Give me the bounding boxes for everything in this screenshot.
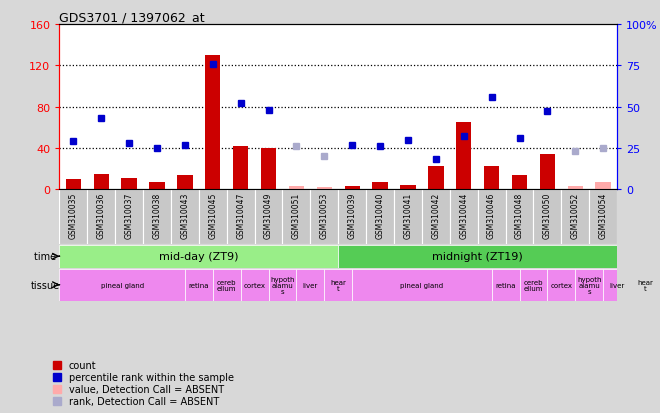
FancyBboxPatch shape	[324, 269, 352, 301]
Bar	[233, 147, 248, 190]
FancyBboxPatch shape	[310, 190, 338, 244]
Text: hear
t: hear t	[330, 279, 346, 291]
FancyBboxPatch shape	[282, 190, 310, 244]
FancyBboxPatch shape	[296, 269, 324, 301]
Text: GSM310049: GSM310049	[264, 192, 273, 239]
FancyBboxPatch shape	[450, 190, 478, 244]
Text: GSM310052: GSM310052	[571, 192, 579, 239]
FancyBboxPatch shape	[394, 190, 422, 244]
FancyBboxPatch shape	[561, 190, 589, 244]
FancyBboxPatch shape	[185, 269, 213, 301]
Text: cortex: cortex	[244, 282, 265, 288]
Bar	[261, 149, 276, 190]
FancyBboxPatch shape	[59, 190, 87, 244]
Bar	[595, 183, 611, 190]
Text: hear
t: hear t	[637, 279, 653, 291]
Bar	[345, 187, 360, 190]
Text: GSM310041: GSM310041	[403, 192, 412, 239]
Bar	[121, 178, 137, 190]
Text: liver: liver	[303, 282, 318, 288]
Text: retina: retina	[189, 282, 209, 288]
FancyBboxPatch shape	[241, 269, 269, 301]
FancyBboxPatch shape	[213, 269, 241, 301]
Text: pineal gland: pineal gland	[401, 282, 444, 288]
Bar	[317, 188, 332, 190]
Text: GSM310042: GSM310042	[432, 192, 440, 239]
Text: GSM310044: GSM310044	[459, 192, 468, 239]
Text: GSM310053: GSM310053	[320, 192, 329, 239]
Text: pineal gland: pineal gland	[100, 282, 144, 288]
FancyBboxPatch shape	[366, 190, 394, 244]
FancyBboxPatch shape	[255, 190, 282, 244]
Bar	[428, 167, 444, 190]
Text: GSM310050: GSM310050	[543, 192, 552, 239]
Text: cereb
ellum: cereb ellum	[523, 279, 543, 291]
FancyBboxPatch shape	[338, 245, 617, 268]
Text: time: time	[34, 252, 59, 261]
Bar	[149, 183, 164, 190]
FancyBboxPatch shape	[338, 190, 366, 244]
FancyBboxPatch shape	[533, 190, 561, 244]
FancyBboxPatch shape	[603, 269, 631, 301]
Text: hypoth
alamu
s: hypoth alamu s	[270, 276, 295, 294]
Bar	[178, 175, 193, 190]
FancyBboxPatch shape	[87, 190, 116, 244]
Bar	[401, 185, 416, 190]
Text: GSM310047: GSM310047	[236, 192, 245, 239]
FancyBboxPatch shape	[576, 269, 603, 301]
Bar	[205, 56, 220, 190]
Legend: count, percentile rank within the sample, value, Detection Call = ABSENT, rank, : count, percentile rank within the sample…	[51, 358, 236, 408]
FancyBboxPatch shape	[227, 190, 255, 244]
Bar	[372, 183, 387, 190]
FancyBboxPatch shape	[492, 269, 519, 301]
Text: GSM310039: GSM310039	[348, 192, 356, 239]
Bar	[289, 187, 304, 190]
Text: GSM310043: GSM310043	[180, 192, 189, 239]
Bar	[94, 174, 109, 190]
Bar	[512, 175, 527, 190]
Text: GSM310048: GSM310048	[515, 192, 524, 239]
Text: GDS3701 / 1397062_at: GDS3701 / 1397062_at	[59, 11, 205, 24]
FancyBboxPatch shape	[547, 269, 576, 301]
Bar	[568, 187, 583, 190]
Text: GSM310035: GSM310035	[69, 192, 78, 239]
FancyBboxPatch shape	[171, 190, 199, 244]
Text: GSM310051: GSM310051	[292, 192, 301, 239]
Text: GSM310046: GSM310046	[487, 192, 496, 239]
FancyBboxPatch shape	[506, 190, 533, 244]
Text: GSM310045: GSM310045	[209, 192, 217, 239]
Text: mid-day (ZT9): mid-day (ZT9)	[159, 252, 238, 261]
FancyBboxPatch shape	[478, 190, 506, 244]
FancyBboxPatch shape	[269, 269, 296, 301]
Text: tissue: tissue	[30, 280, 59, 290]
Bar	[540, 154, 555, 190]
FancyBboxPatch shape	[631, 269, 659, 301]
Bar	[456, 123, 471, 190]
FancyBboxPatch shape	[59, 269, 185, 301]
Text: GSM310054: GSM310054	[599, 192, 608, 239]
Text: GSM310036: GSM310036	[97, 192, 106, 239]
Text: midnight (ZT19): midnight (ZT19)	[432, 252, 523, 261]
Bar	[484, 167, 499, 190]
Text: GSM310037: GSM310037	[125, 192, 133, 239]
Bar	[66, 179, 81, 190]
Text: cereb
ellum: cereb ellum	[217, 279, 236, 291]
FancyBboxPatch shape	[352, 269, 492, 301]
FancyBboxPatch shape	[519, 269, 547, 301]
Text: hypoth
alamu
s: hypoth alamu s	[577, 276, 601, 294]
FancyBboxPatch shape	[589, 190, 617, 244]
Text: GSM310038: GSM310038	[152, 192, 162, 239]
Text: cortex: cortex	[550, 282, 572, 288]
Text: liver: liver	[609, 282, 625, 288]
Text: GSM310040: GSM310040	[376, 192, 385, 239]
FancyBboxPatch shape	[115, 190, 143, 244]
FancyBboxPatch shape	[59, 245, 338, 268]
FancyBboxPatch shape	[199, 190, 227, 244]
FancyBboxPatch shape	[143, 190, 171, 244]
Text: retina: retina	[495, 282, 516, 288]
FancyBboxPatch shape	[422, 190, 450, 244]
